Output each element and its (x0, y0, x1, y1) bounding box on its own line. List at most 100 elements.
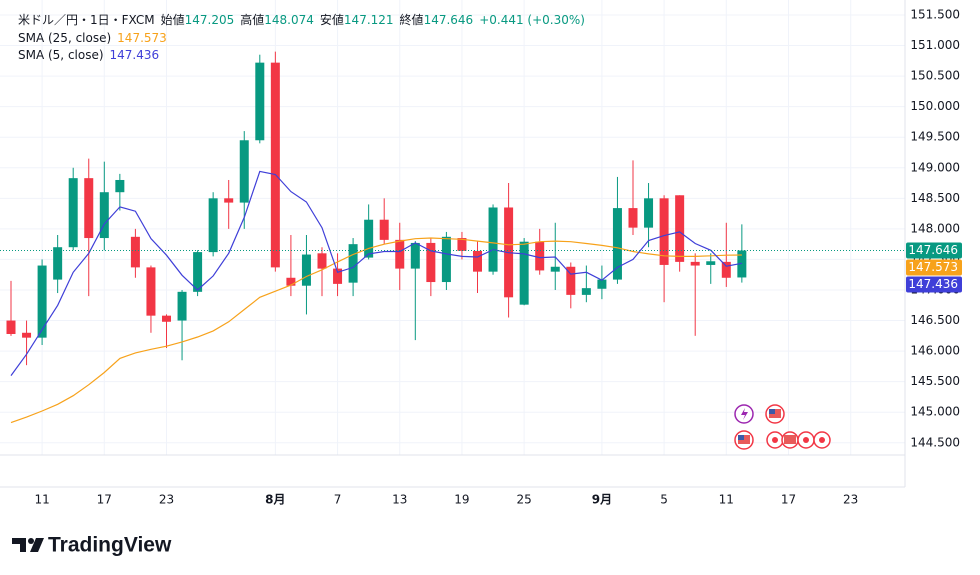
ohlc-label: 終値 (400, 12, 424, 27)
legend-name: SMA (5, close) (18, 48, 104, 62)
candle-body (286, 277, 296, 286)
y-tick-label: 150.000 (910, 99, 960, 113)
x-tick-label: 17 (781, 493, 796, 507)
y-tick-label: 151.500 (910, 7, 960, 21)
x-tick-label: 9月 (592, 493, 612, 507)
candle-body (68, 178, 78, 248)
candle-body (224, 198, 234, 203)
candle-body (146, 267, 156, 316)
x-tick-label: 23 (843, 493, 858, 507)
candle-body (348, 244, 358, 283)
candle-body (22, 332, 32, 338)
candle-body (597, 279, 607, 289)
x-tick-label: 5 (660, 493, 668, 507)
candle-body (37, 265, 47, 338)
candle-body (395, 239, 405, 269)
logo-mark (30, 538, 44, 552)
x-tick-label: 25 (517, 493, 532, 507)
sma-line (10, 170, 743, 376)
candle-body (6, 320, 16, 334)
candle-body (317, 253, 327, 269)
candle-body (612, 208, 622, 280)
logo-mark (12, 538, 26, 552)
price-tag (906, 259, 962, 276)
y-tick-label: 148.500 (910, 191, 960, 205)
event-dot (803, 437, 809, 443)
logo-mark (28, 538, 34, 544)
candle-body (410, 242, 420, 269)
candle-body (99, 192, 109, 239)
legend-header: 米ドル／円・1日・FXCM 始値147.205 高値148.074 安値147.121… (18, 12, 585, 27)
legend-value: 147.573 (117, 31, 167, 45)
candle-body (519, 241, 529, 305)
candle-body (457, 238, 467, 251)
ohlc-label: 高値 (240, 12, 264, 27)
flag-glyph (769, 409, 775, 414)
ohlc-label: 安値 (320, 12, 344, 27)
price-tag (906, 276, 962, 293)
ohlc-value: 147.646 (424, 13, 474, 27)
y-tick-label: 145.500 (910, 374, 960, 388)
candle-body (473, 250, 482, 272)
y-tick-label: 146.000 (910, 344, 960, 358)
x-tick-label: 19 (454, 493, 469, 507)
ohlc-label: 始値 (161, 12, 185, 27)
sma-line (10, 237, 742, 424)
y-tick-label: 150.500 (910, 69, 960, 83)
y-tick-label: 151.000 (910, 38, 960, 52)
x-tick-label: 11 (719, 493, 734, 507)
legend-entry[interactable]: SMA (5, close) 147.436 (18, 48, 159, 62)
legend-entry[interactable]: SMA (25, close) 147.573 (18, 31, 167, 45)
candle-body (426, 242, 436, 283)
candle-body (177, 291, 187, 321)
brand: TradingView (48, 534, 172, 557)
legend-value: 147.436 (110, 48, 160, 62)
candle-body (721, 261, 731, 278)
candle-body (488, 207, 498, 272)
candle-body (84, 178, 94, 239)
candle-body (115, 179, 125, 193)
candle-body (255, 62, 265, 141)
candle-body (53, 247, 63, 280)
y-tick-label: 148.000 (910, 221, 960, 235)
y-tick-label: 145.000 (910, 405, 960, 419)
ohlc-value: 147.121 (344, 13, 394, 27)
candle-body (130, 236, 140, 268)
flag-glyph (784, 435, 796, 444)
change: +0.441 (+0.30%) (479, 13, 585, 27)
candle-body (441, 236, 451, 283)
candle-body (675, 195, 685, 262)
candle-body (737, 250, 747, 278)
candle-body (301, 254, 311, 286)
x-tick-label: 7 (334, 493, 342, 507)
candle-body (535, 241, 545, 271)
candle-body (690, 261, 700, 266)
candle-body (566, 266, 576, 295)
x-tick-label: 23 (159, 493, 174, 507)
candle-body (379, 219, 389, 240)
symbol-title: 米ドル／円・1日・FXCM (18, 13, 155, 27)
flag-glyph (738, 435, 744, 440)
candle-body (581, 288, 591, 295)
candle-body (644, 198, 654, 228)
candle-body (706, 261, 716, 265)
ohlc-value: 148.074 (264, 13, 314, 27)
event-dot (772, 437, 778, 443)
x-tick-label: 8月 (265, 493, 285, 507)
candle-body (162, 315, 171, 322)
event-dot (819, 437, 825, 443)
candle-body (550, 266, 560, 272)
candle-body (270, 62, 280, 268)
price-tag (906, 242, 962, 259)
price-tag-label: 147.573 (908, 260, 958, 274)
y-tick-label: 149.500 (910, 130, 960, 144)
x-tick-label: 17 (97, 493, 112, 507)
events (734, 404, 831, 450)
y-tick-label: 144.500 (910, 435, 960, 449)
legend-name: SMA (25, close) (18, 31, 111, 45)
x-tick-label: 11 (34, 493, 49, 507)
ohlc-value: 147.205 (185, 13, 235, 27)
event-icon-glyph (741, 408, 748, 420)
